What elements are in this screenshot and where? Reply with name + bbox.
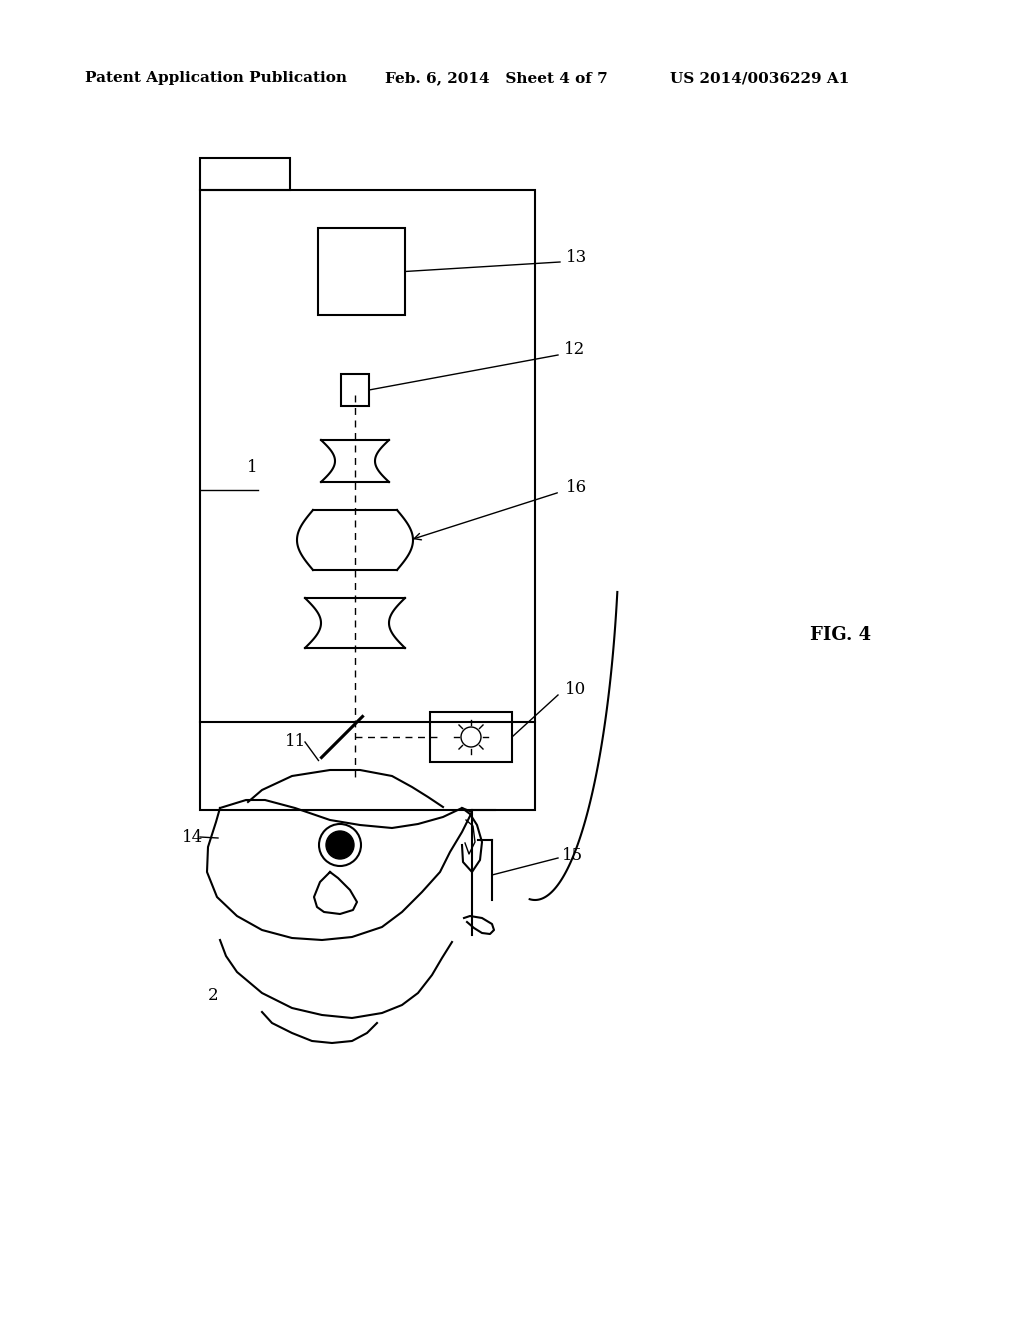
- Text: 10: 10: [565, 681, 587, 698]
- Text: 1: 1: [247, 459, 257, 477]
- Text: 14: 14: [182, 829, 203, 846]
- Text: 11: 11: [285, 734, 306, 751]
- Text: 16: 16: [566, 479, 587, 495]
- Text: 12: 12: [564, 342, 586, 359]
- Text: US 2014/0036229 A1: US 2014/0036229 A1: [670, 71, 849, 84]
- Text: 2: 2: [208, 986, 219, 1003]
- Text: 13: 13: [566, 249, 587, 267]
- Text: 15: 15: [562, 846, 583, 863]
- Circle shape: [326, 832, 354, 859]
- Text: Patent Application Publication: Patent Application Publication: [85, 71, 347, 84]
- Text: Feb. 6, 2014   Sheet 4 of 7: Feb. 6, 2014 Sheet 4 of 7: [385, 71, 608, 84]
- Text: FIG. 4: FIG. 4: [810, 626, 871, 644]
